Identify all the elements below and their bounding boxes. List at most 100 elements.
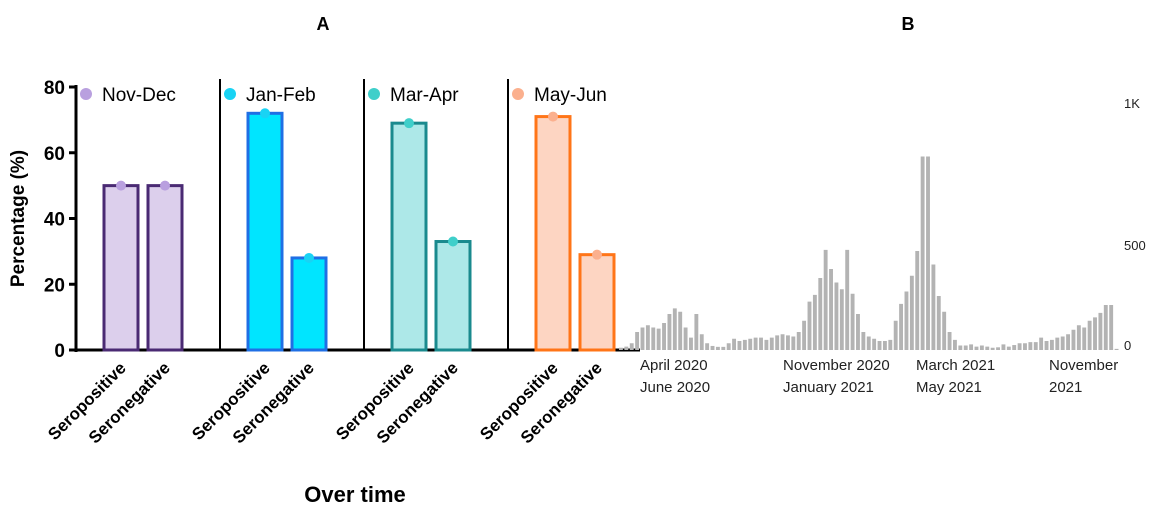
histogram-bar — [769, 337, 774, 350]
histogram-bar — [1076, 325, 1081, 350]
histogram-bar — [996, 347, 1000, 350]
histogram-bar — [742, 339, 747, 350]
histogram-bar — [667, 314, 672, 350]
histogram-bar — [888, 339, 893, 350]
histogram-bar — [953, 339, 957, 350]
histogram-bar — [963, 345, 968, 350]
x-tick-label: January 2021 — [783, 379, 874, 396]
y-tick-label: 0 — [54, 341, 65, 362]
data-point — [160, 180, 170, 191]
histogram-bar — [942, 311, 947, 350]
histogram-bar — [662, 323, 666, 350]
histogram-bar — [1055, 337, 1060, 350]
histogram-bar — [936, 296, 941, 350]
y-tick-label: 20 — [44, 275, 65, 296]
histogram-bar — [893, 320, 898, 350]
histogram-bar — [645, 325, 650, 350]
histogram-bar — [877, 341, 882, 350]
histogram-bar — [866, 336, 871, 350]
bar — [246, 111, 284, 352]
histogram-bar — [683, 327, 688, 350]
histogram-bar — [920, 156, 925, 350]
histogram-bar — [651, 327, 656, 350]
legend-marker — [368, 88, 380, 100]
x-tick-label: June 2020 — [640, 379, 710, 396]
bar — [534, 115, 572, 352]
histogram-bar — [904, 291, 909, 350]
histogram-bar — [926, 156, 930, 350]
histogram-bar — [1049, 339, 1054, 350]
histogram-bar — [640, 327, 645, 350]
histogram-bar — [861, 332, 866, 350]
x-tick-label: April 2020 — [640, 357, 708, 374]
y-tick-label: 40 — [44, 210, 65, 231]
x-tick-label: November 2020 — [783, 357, 890, 374]
data-point — [260, 108, 270, 119]
legend-label: May-Jun — [534, 85, 607, 106]
data-point — [448, 236, 458, 247]
histogram-bar — [1033, 342, 1038, 350]
histogram-bar — [979, 345, 984, 350]
histogram-bar — [759, 337, 763, 350]
histogram-bar — [1028, 342, 1033, 350]
x-tick-label: November — [1049, 357, 1118, 374]
data-point — [116, 180, 126, 191]
histogram-bar — [1114, 348, 1119, 350]
histogram-bar — [629, 343, 634, 350]
histogram-bar — [672, 308, 677, 350]
histogram-bar — [624, 346, 629, 350]
panel-b-chart: 0 500 1K April 2020 June 2020 November 2020 Ja… — [619, 96, 1146, 396]
histogram-bar — [1071, 329, 1076, 350]
histogram-bar — [1017, 343, 1022, 350]
histogram-bar — [1044, 341, 1049, 350]
histogram-bar — [834, 282, 839, 350]
histogram-bar — [656, 328, 661, 350]
x-axis-title: Over time — [304, 482, 406, 507]
histogram-bar — [1109, 305, 1114, 350]
histogram-bar — [1006, 346, 1011, 350]
histogram-bar — [726, 343, 731, 350]
histogram-bar — [796, 332, 801, 350]
histogram-bar — [947, 332, 952, 350]
histogram-bar — [909, 275, 914, 350]
y-tick-label: 1K — [1124, 96, 1140, 111]
histogram-bar — [1001, 344, 1006, 350]
histogram-bar — [839, 289, 844, 350]
bar — [290, 256, 328, 352]
histogram-bar — [721, 346, 726, 350]
y-tick-label: 60 — [44, 144, 65, 165]
data-point — [548, 111, 558, 122]
histogram-bar — [1098, 312, 1103, 350]
data-point — [404, 118, 414, 129]
bar — [102, 184, 140, 352]
panel-a-label: A — [317, 14, 330, 34]
histogram-bar — [1060, 336, 1065, 350]
histogram-bar — [678, 311, 683, 350]
histogram-bar — [689, 337, 693, 350]
histogram-bar — [974, 346, 979, 350]
histogram-bar — [1103, 305, 1108, 350]
bar — [390, 121, 428, 352]
histogram-bar — [1066, 334, 1071, 350]
histogram-bar — [699, 334, 704, 350]
histogram-bar — [823, 249, 828, 350]
histogram-bar — [1039, 337, 1044, 350]
legend-marker — [512, 88, 524, 100]
histogram-bar — [715, 346, 720, 350]
histogram-bar — [1082, 327, 1087, 350]
legend-label: Mar-Apr — [390, 85, 459, 106]
x-tick-label: May 2021 — [916, 379, 982, 396]
histogram-bar — [915, 251, 920, 350]
histogram-bar — [1012, 345, 1017, 350]
y-axis-title: Percentage (%) — [8, 150, 29, 287]
histogram-bar — [931, 264, 936, 350]
histogram-bar — [635, 332, 640, 350]
y-tick-label: 500 — [1124, 238, 1146, 253]
histogram-bar — [818, 278, 823, 350]
histogram-bar — [985, 346, 990, 350]
histogram-bar — [990, 347, 995, 350]
x-tick-label: March 2021 — [916, 357, 995, 374]
data-point — [592, 249, 602, 260]
histogram-bar — [619, 347, 623, 350]
